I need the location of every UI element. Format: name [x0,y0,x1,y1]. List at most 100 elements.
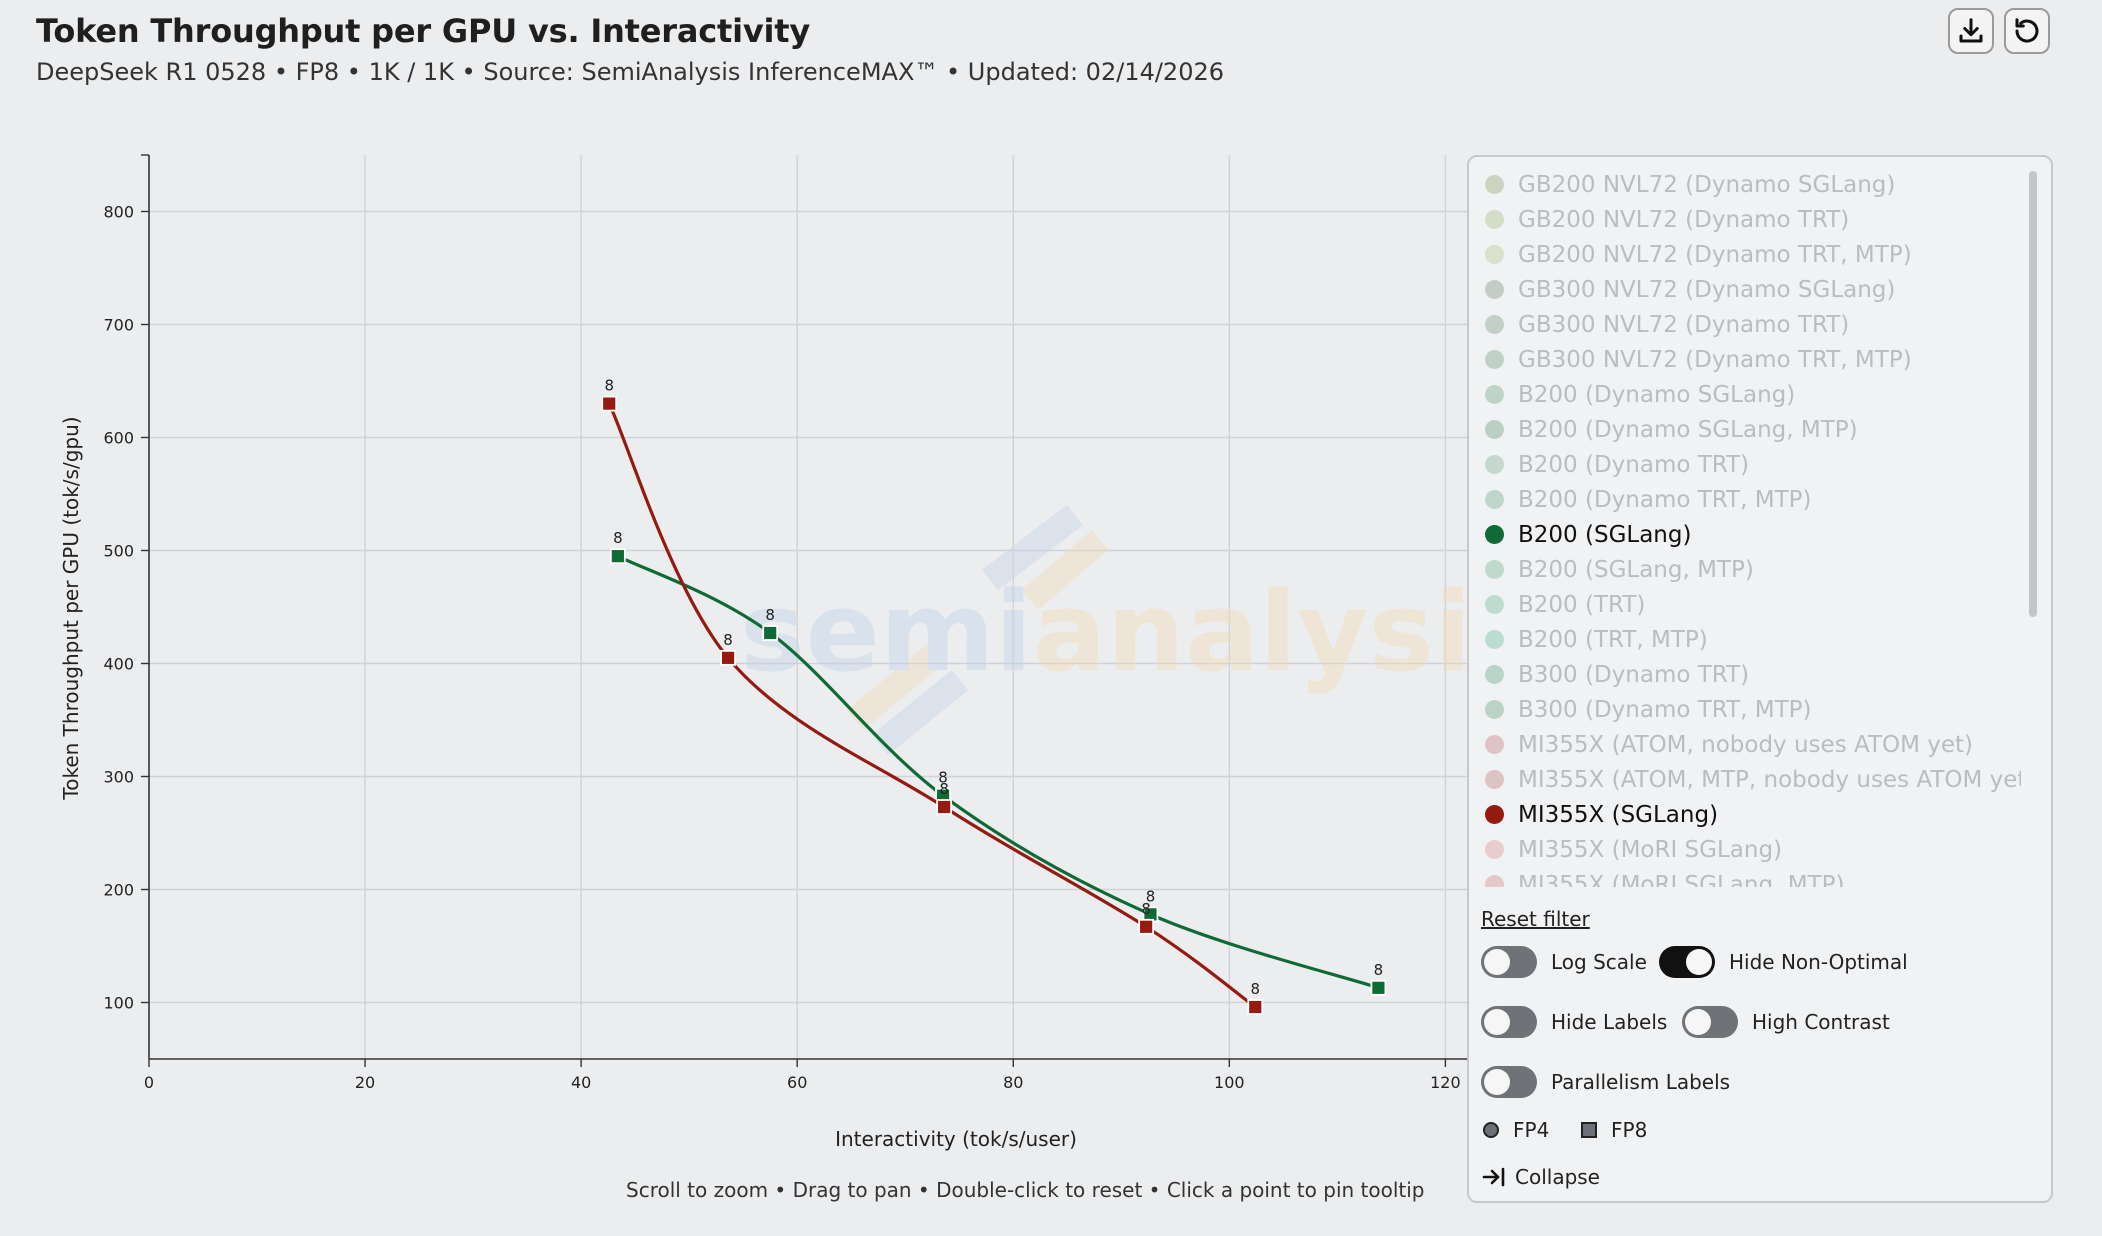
legend-item[interactable]: GB300 NVL72 (Dynamo SGLang) [1481,272,2021,307]
data-point-b200-sglang[interactable] [1370,979,1387,996]
legend-item[interactable]: MI355X (ATOM, MTP, nobody uses ATOM yet) [1481,762,2021,797]
parallelism-labels-switch[interactable] [1481,1066,1537,1098]
reset-zoom-button[interactable] [2004,8,2050,54]
legend-item[interactable]: B200 (Dynamo TRT) [1481,447,2021,482]
log-scale-switch[interactable] [1481,946,1537,978]
x-tick-label: 60 [787,1073,807,1092]
legend-color-dot [1485,805,1504,824]
hide-labels-switch[interactable] [1481,1006,1537,1038]
legend-color-dot [1485,560,1504,579]
legend-item-label: GB300 NVL72 (Dynamo TRT, MTP) [1518,346,1912,373]
hide-labels-label: Hide Labels [1551,1010,1668,1034]
legend-item[interactable]: B300 (Dynamo TRT) [1481,657,2021,692]
legend-item[interactable]: B200 (Dynamo SGLang) [1481,377,2021,412]
legend-item-label: B200 (TRT, MTP) [1518,626,1708,653]
fp4-label: FP4 [1513,1118,1550,1142]
y-axis-title: Token Throughput per GPU (tok/s/gpu) [59,416,83,800]
legend-item-label: B200 (Dynamo SGLang) [1518,381,1796,408]
legend-item[interactable]: GB200 NVL72 (Dynamo TRT, MTP) [1481,237,2021,272]
x-tick-label: 40 [571,1073,591,1092]
data-point-mi355x-sglang[interactable] [601,395,618,412]
x-tick-label: 20 [355,1073,375,1092]
data-label-b200-sglang: 8 [1374,961,1384,979]
data-label-mi355x-sglang: 8 [1250,980,1260,998]
collapse-arrow-icon [1482,1167,1505,1187]
watermark: semianalysis [740,504,1467,756]
legend-item-label: MI355X (MoRI SGLang, MTP) [1518,871,1845,888]
legend-item[interactable]: B200 (TRT, MTP) [1481,622,2021,657]
hide-labels-toggle[interactable]: Hide Labels [1481,1006,1667,1038]
legend-color-dot [1485,490,1504,509]
high-contrast-switch[interactable] [1682,1006,1738,1038]
legend-item[interactable]: MI355X (MoRI SGLang) [1481,832,2021,867]
legend-item-label: GB300 NVL72 (Dynamo TRT) [1518,311,1850,338]
legend-item[interactable]: MI355X (MoRI SGLang, MTP) [1481,867,2021,887]
reset-filter-link[interactable]: Reset filter [1481,907,1590,931]
watermark-logo-stroke [871,669,969,756]
legend-color-dot [1485,875,1504,887]
log-scale-toggle[interactable]: Log Scale [1481,946,1647,978]
fp8-label: FP8 [1611,1118,1648,1142]
high-contrast-toggle[interactable]: High Contrast [1682,1006,1890,1038]
legend-item[interactable]: B200 (Dynamo SGLang, MTP) [1481,412,2021,447]
hide-non-optimal-label: Hide Non-Optimal [1729,950,1908,974]
legend-item[interactable]: GB200 NVL72 (Dynamo TRT) [1481,202,2021,237]
axes: 0 20 40 60 80 100 120 100 200 300 400 500 600 700 800 [103,154,1467,1092]
legend-color-dot [1485,210,1504,229]
parallelism-labels-toggle[interactable]: Parallelism Labels [1481,1066,1730,1098]
watermark-logo-stroke [982,504,1083,591]
legend-item[interactable]: GB200 NVL72 (Dynamo SGLang) [1481,167,2021,202]
data-label-mi355x-sglang: 8 [604,377,614,395]
legend-scrollbar[interactable] [2029,171,2037,871]
data-point-mi355x-sglang[interactable] [720,649,736,666]
x-tick-label: 120 [1430,1073,1461,1092]
legend-list[interactable]: GB200 NVL72 (Dynamo SGLang) GB200 NVL72 (… [1481,167,2021,887]
legend-item[interactable]: B200 (TRT) [1481,587,2021,622]
legend-item-label: GB200 NVL72 (Dynamo TRT) [1518,206,1850,233]
legend-item[interactable]: B200 (SGLang, MTP) [1481,552,2021,587]
data-label-b200-sglang: 8 [613,529,623,547]
data-point-mi355x-sglang[interactable] [936,799,953,815]
y-tick-label: 500 [103,542,134,561]
fp4-marker-key: FP4 [1483,1118,1549,1142]
legend-item[interactable]: GB300 NVL72 (Dynamo TRT) [1481,307,2021,342]
data-point-mi355x-sglang[interactable] [1138,918,1155,935]
data-label-b200-sglang: 8 [1146,887,1156,905]
parallelism-labels-label: Parallelism Labels [1551,1070,1731,1094]
legend-item[interactable]: B200 (SGLang) [1481,517,2021,552]
legend-color-dot [1485,315,1504,334]
legend-item[interactable]: MI355X (SGLang) [1481,797,2021,832]
legend-scrollbar-thumb[interactable] [2029,171,2037,617]
legend-color-dot [1485,280,1504,299]
legend-item-label: B300 (Dynamo TRT, MTP) [1518,696,1812,723]
data-label-b200-sglang: 8 [938,769,948,787]
legend-item-label: MI355X (ATOM, MTP, nobody uses ATOM yet) [1518,766,2021,793]
log-scale-label: Log Scale [1551,950,1647,974]
watermark-text-part1: semi [740,568,1032,696]
legend-item[interactable]: GB300 NVL72 (Dynamo TRT, MTP) [1481,342,2021,377]
download-button[interactable] [1948,8,1994,54]
series-line-mi355x-sglang[interactable] [607,402,1257,1009]
chart-subtitle: DeepSeek R1 0528 • FP8 • 1K / 1K • Sourc… [36,58,1224,86]
y-tick-label: 300 [103,768,134,787]
legend-item[interactable]: MI355X (ATOM, nobody uses ATOM yet) [1481,727,2021,762]
legend-item[interactable]: B200 (Dynamo TRT, MTP) [1481,482,2021,517]
legend-item[interactable]: B300 (Dynamo TRT, MTP) [1481,692,2021,727]
hide-non-optimal-toggle[interactable]: Hide Non-Optimal [1659,946,1908,978]
chart-area[interactable]: semianalysis 0 20 40 60 80 100 120 100 200 300 400… [0,0,1467,1160]
data-point-b200-sglang[interactable] [609,548,626,565]
y-tick-label: 600 [103,429,134,448]
collapse-button[interactable]: Collapse [1481,1165,1600,1189]
legend-color-dot [1485,840,1504,859]
watermark-logo-stroke [1021,530,1109,610]
download-icon [1959,18,1983,43]
hide-non-optimal-switch[interactable] [1659,946,1715,978]
x-tick-label: 0 [144,1073,154,1092]
legend-color-dot [1485,735,1504,754]
legend-color-dot [1485,420,1504,439]
data-point-mi355x-sglang[interactable] [1247,999,1264,1015]
legend-color-dot [1485,525,1504,544]
watermark-logo-stroke [846,639,949,731]
data-point-b200-sglang[interactable] [762,625,779,641]
